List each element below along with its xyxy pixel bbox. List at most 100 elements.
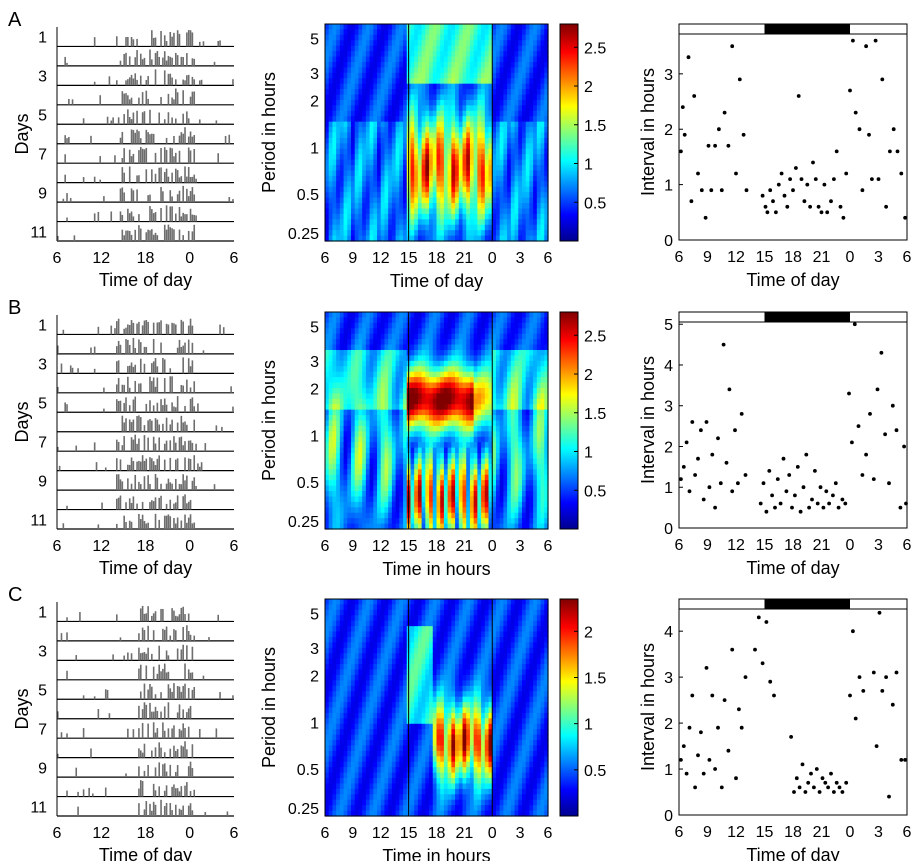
heatmap-cell	[377, 181, 382, 188]
heatmap-cell	[443, 512, 449, 519]
activity-bar	[187, 440, 190, 452]
activity-bar	[93, 213, 96, 222]
heatmap-cell	[432, 480, 438, 487]
activity-bar	[184, 494, 186, 510]
activity-bar	[138, 131, 140, 144]
heatmap-ytick: 2	[310, 93, 319, 110]
heatmap-cell	[414, 40, 419, 47]
heatmap-cell	[469, 404, 475, 411]
heatmap-cell	[447, 148, 452, 155]
heatmap-cell	[373, 45, 378, 52]
activity-bar	[99, 179, 102, 183]
heatmap-cell	[325, 518, 330, 525]
heatmap-cell	[507, 121, 512, 128]
heatmap-cell	[473, 110, 478, 117]
heatmap-cell	[492, 154, 497, 161]
heatmap-cell	[510, 56, 516, 63]
heatmap-cell	[451, 491, 456, 498]
heatmap-cell	[432, 61, 438, 68]
heatmap-cell	[388, 203, 393, 210]
activity-bar	[154, 173, 157, 183]
activity-bar	[178, 150, 181, 164]
heatmap-cell	[351, 235, 356, 242]
heatmap-cell	[507, 83, 512, 90]
heatmap-cell	[399, 333, 404, 340]
heatmap-cell	[447, 132, 452, 139]
heatmap-cell	[540, 127, 545, 134]
heatmap-cell	[525, 116, 531, 123]
heatmap-cell	[332, 371, 337, 378]
heatmap-cell	[347, 420, 352, 427]
heatmap-cell	[421, 219, 426, 226]
heatmap-cell	[429, 447, 434, 454]
heatmap-cell	[440, 458, 445, 465]
heatmap-cell	[455, 148, 460, 155]
heatmap-cell	[395, 116, 400, 123]
heatmap-cell	[325, 333, 330, 340]
heatmap-cell	[469, 453, 475, 460]
heatmap-cell	[492, 317, 497, 324]
heatmap-cell	[339, 420, 345, 427]
heatmap-cell	[369, 170, 374, 177]
heatmap-cell	[332, 458, 337, 465]
heatmap-cell	[481, 40, 486, 47]
heatmap-cell	[492, 34, 497, 41]
heatmap-cell	[399, 105, 404, 112]
activity-bar	[123, 192, 125, 203]
heatmap-cell	[440, 29, 445, 36]
heatmap-cell	[421, 197, 426, 204]
heatmap-cell	[525, 203, 531, 210]
heatmap-cell	[417, 507, 423, 514]
heatmap-cell	[495, 203, 501, 210]
activity-bar	[138, 438, 140, 452]
heatmap-cell	[451, 404, 456, 411]
heatmap-cell	[384, 480, 389, 487]
dark-bar	[764, 24, 850, 34]
heatmap-cell	[384, 40, 389, 47]
heatmap-cell	[354, 186, 360, 193]
heatmap-cell	[469, 127, 475, 134]
heatmap-cell	[540, 219, 545, 226]
activity-bar	[180, 520, 183, 529]
heatmap-cell	[362, 420, 367, 427]
heatmap-cell	[403, 501, 408, 508]
heatmap-cell	[358, 474, 363, 481]
heatmap-cell	[503, 34, 508, 41]
heatmap-cell	[462, 148, 467, 155]
activity-bar	[151, 229, 153, 241]
heatmap-cell	[336, 175, 341, 182]
heatmap-cell	[343, 512, 348, 519]
heatmap-cell	[377, 127, 382, 134]
heatmap-cell	[455, 208, 460, 215]
heatmap-cell	[451, 377, 456, 384]
heatmap-cell	[362, 40, 367, 47]
heatmap-cell	[332, 197, 337, 204]
heatmap-cell	[410, 45, 415, 52]
heatmap-cell	[440, 398, 445, 405]
heatmap-cell	[377, 110, 382, 117]
activity-bar	[93, 346, 96, 354]
heatmap-cell	[432, 219, 438, 226]
heatmap-cell	[325, 512, 330, 519]
heatmap-cell	[332, 469, 337, 476]
heatmap-cell	[339, 61, 345, 68]
heatmap-cell	[403, 404, 408, 411]
heatmap-cell	[458, 360, 464, 367]
heatmap-cell	[332, 349, 337, 356]
heatmap-cell	[380, 235, 386, 242]
heatmap-cell	[469, 344, 475, 351]
heatmap-cell	[417, 56, 423, 63]
heatmap-cell	[343, 377, 348, 384]
heatmap-cell	[425, 56, 430, 63]
scatter-point	[870, 177, 874, 182]
heatmap-cell	[336, 496, 341, 503]
heatmap-cell	[429, 377, 434, 384]
heatmap-cell	[403, 116, 408, 123]
heatmap-cell	[365, 154, 371, 161]
heatmap-cell	[365, 393, 371, 400]
heatmap-cell	[518, 132, 523, 139]
activity-bar	[130, 97, 133, 105]
scatter-xtick: 3	[874, 249, 883, 266]
heatmap-cell	[384, 137, 389, 144]
activity-bar	[97, 524, 100, 529]
